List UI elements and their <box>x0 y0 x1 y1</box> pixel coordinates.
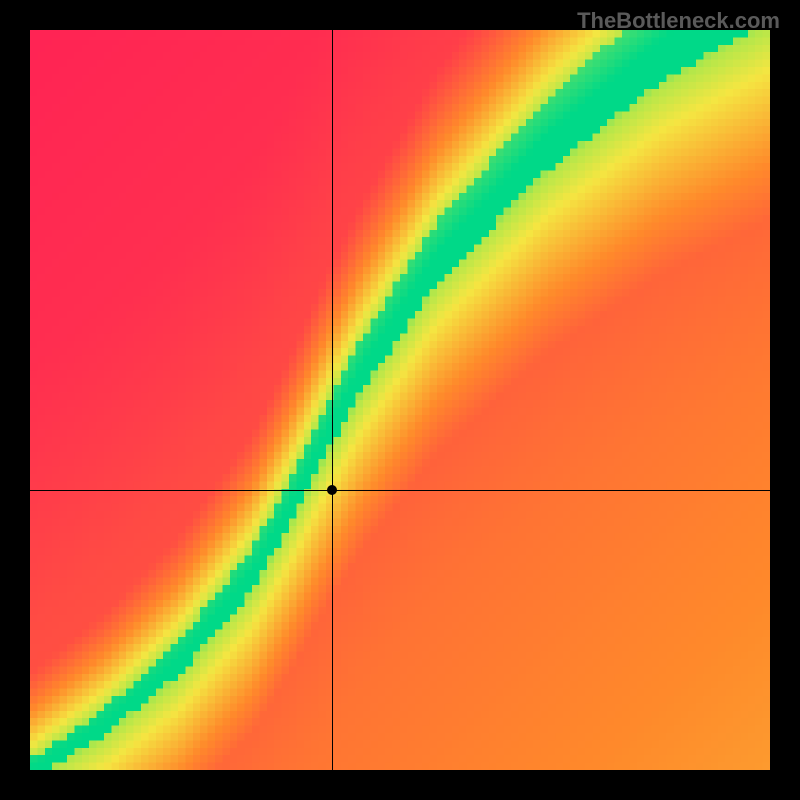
chart-container: TheBottleneck.com <box>0 0 800 800</box>
crosshair-vertical <box>332 30 333 770</box>
crosshair-horizontal <box>30 490 770 491</box>
crosshair-marker <box>327 485 337 495</box>
watermark-text: TheBottleneck.com <box>577 8 780 34</box>
plot-area <box>30 30 770 770</box>
heatmap-canvas <box>30 30 770 770</box>
